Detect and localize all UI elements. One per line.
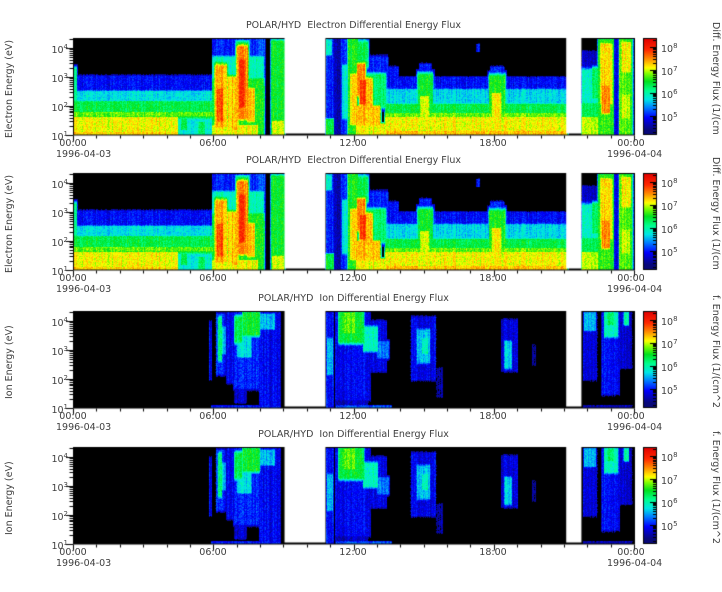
spectrogram-canvas xyxy=(63,309,675,419)
panel-1-electron-spectrogram: POLAR/HYD Electron Differential Energy F… xyxy=(0,20,722,172)
colorbar-tick-label: 105 xyxy=(661,383,678,397)
colorbar-tick-label: 107 xyxy=(661,337,678,352)
panel-title: POLAR/HYD Electron Differential Energy F… xyxy=(245,20,462,31)
x-axis-date-left: 1996-04-03 xyxy=(56,284,112,295)
y-tick-label: 102 xyxy=(51,101,68,115)
y-axis-label: Ion Energy (eV) xyxy=(4,325,15,399)
x-tick-label: 12:00 xyxy=(339,138,367,149)
colorbar-tick-label: 108 xyxy=(661,315,678,329)
x-tick-label: 00:00 xyxy=(617,547,645,558)
x-tick-label: 00:00 xyxy=(617,411,645,422)
x-tick-label: 12:00 xyxy=(339,547,367,558)
y-tick-label: 102 xyxy=(51,374,68,388)
colorbar-tick-label: 106 xyxy=(661,222,678,236)
x-tick-label: 00:00 xyxy=(617,273,645,284)
panel-title: POLAR/HYD Electron Differential Energy F… xyxy=(245,155,462,166)
spectrogram-canvas xyxy=(63,36,675,146)
y-tick-label: 104 xyxy=(51,316,68,330)
colorbar-tick-label: 106 xyxy=(661,496,678,510)
y-tick-label: 102 xyxy=(51,510,68,524)
x-tick-label: 06:00 xyxy=(199,547,227,558)
panel-2-electron-spectrogram: POLAR/HYD Electron Differential Energy F… xyxy=(0,155,722,307)
y-tick-label: 104 xyxy=(51,43,68,57)
x-axis-date-left: 1996-04-03 xyxy=(56,558,112,569)
colorbar-tick-label: 107 xyxy=(661,199,678,214)
colorbar-tick-label: 105 xyxy=(661,245,678,259)
x-tick-label: 00:00 xyxy=(59,547,87,558)
y-axis-label: Electron Energy (eV) xyxy=(4,39,15,139)
y-tick-label: 101 xyxy=(51,265,68,279)
panel-title: POLAR/HYD Ion Differential Energy Flux xyxy=(258,429,449,440)
spectrogram-canvas xyxy=(63,445,675,555)
colorbar-tick-label: 107 xyxy=(661,64,678,79)
colorbar-label: Diff. Energy Flux (1/(cm xyxy=(710,157,721,270)
x-tick-label: 18:00 xyxy=(479,411,507,422)
panel-3-ion-spectrogram: POLAR/HYD Ion Differential Energy Flux I… xyxy=(0,293,722,445)
y-tick-label: 104 xyxy=(51,452,68,466)
x-tick-label: 00:00 xyxy=(617,138,645,149)
colorbar-label: Diff. Energy Flux (1/(cm xyxy=(710,22,721,135)
y-tick-label: 103 xyxy=(51,207,68,221)
y-axis-label: Ion Energy (eV) xyxy=(4,461,15,535)
colorbar-tick-label: 105 xyxy=(661,110,678,124)
x-axis-date-right: 1996-04-04 xyxy=(607,558,663,569)
spectrogram-canvas xyxy=(63,171,675,281)
colorbar-tick-label: 108 xyxy=(661,451,678,465)
panel-title: POLAR/HYD Ion Differential Energy Flux xyxy=(258,293,449,304)
y-tick-label: 104 xyxy=(51,178,68,192)
y-tick-label: 101 xyxy=(51,403,68,417)
x-tick-label: 18:00 xyxy=(479,273,507,284)
x-tick-label: 00:00 xyxy=(59,138,87,149)
x-axis-date-right: 1996-04-04 xyxy=(607,149,663,160)
colorbar-tick-label: 105 xyxy=(661,519,678,533)
y-tick-label: 103 xyxy=(51,72,68,86)
y-tick-label: 101 xyxy=(51,539,68,553)
y-axis-label: Electron Energy (eV) xyxy=(4,174,15,274)
colorbar-label: f. Energy Flux (1/(cm^2 xyxy=(710,295,721,408)
x-axis-date-right: 1996-04-04 xyxy=(607,422,663,433)
x-axis-date-right: 1996-04-04 xyxy=(607,284,663,295)
colorbar-label: f. Energy Flux (1/(cm^2 xyxy=(710,431,721,544)
x-tick-label: 18:00 xyxy=(479,138,507,149)
x-tick-label: 00:00 xyxy=(59,411,87,422)
colorbar-tick-label: 106 xyxy=(661,360,678,374)
y-tick-label: 101 xyxy=(51,130,68,144)
x-tick-label: 06:00 xyxy=(199,138,227,149)
x-tick-label: 06:00 xyxy=(199,411,227,422)
x-tick-label: 12:00 xyxy=(339,411,367,422)
colorbar-tick-label: 106 xyxy=(661,87,678,101)
x-axis-date-left: 1996-04-03 xyxy=(56,422,112,433)
x-axis-date-left: 1996-04-03 xyxy=(56,149,112,160)
x-tick-label: 18:00 xyxy=(479,547,507,558)
x-tick-label: 06:00 xyxy=(199,273,227,284)
x-tick-label: 12:00 xyxy=(339,273,367,284)
colorbar-tick-label: 108 xyxy=(661,177,678,191)
colorbar-tick-label: 108 xyxy=(661,42,678,56)
y-tick-label: 102 xyxy=(51,236,68,250)
colorbar-tick-label: 107 xyxy=(661,473,678,488)
x-tick-label: 00:00 xyxy=(59,273,87,284)
y-tick-label: 103 xyxy=(51,345,68,359)
y-tick-label: 103 xyxy=(51,481,68,495)
panel-4-ion-spectrogram: POLAR/HYD Ion Differential Energy Flux I… xyxy=(0,429,722,581)
